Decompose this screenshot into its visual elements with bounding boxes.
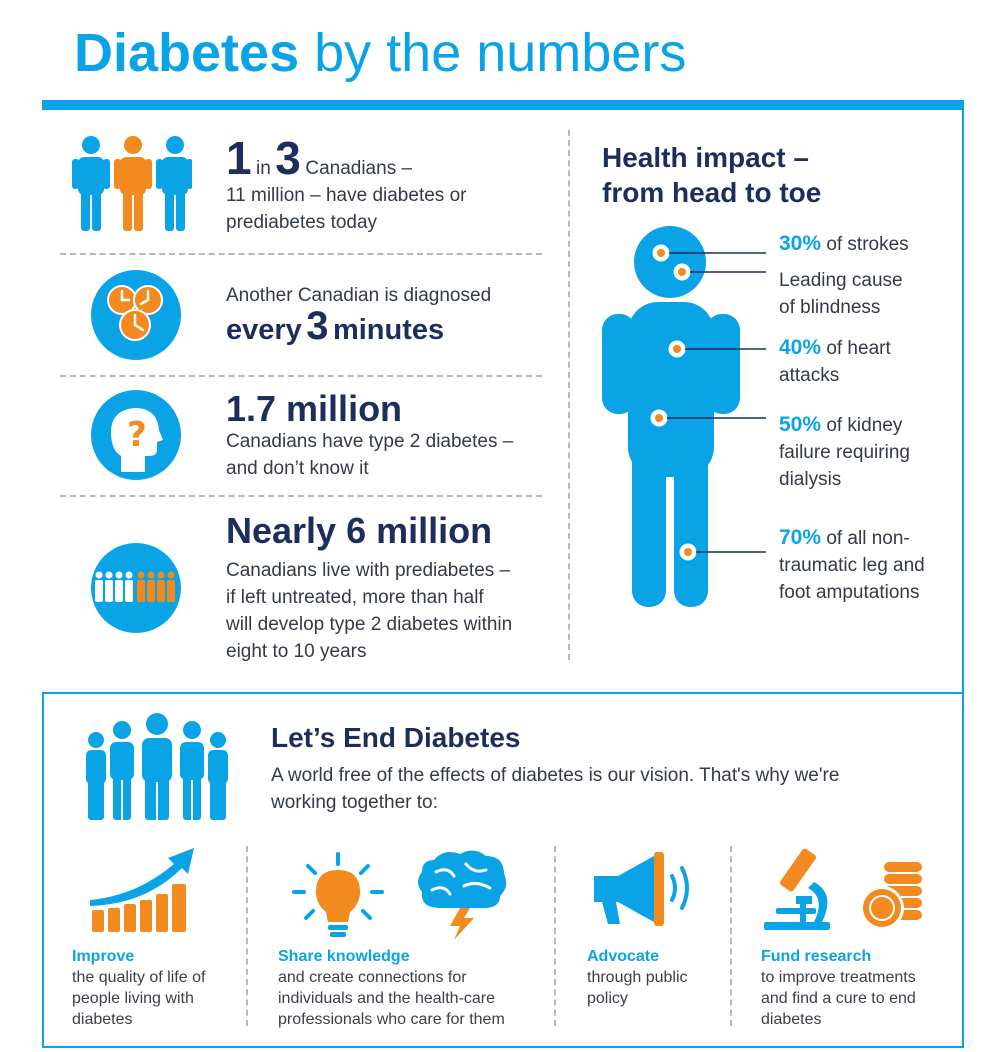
impact-text: attacks (779, 365, 840, 386)
end-intro-line: working together to: (271, 792, 438, 813)
stat-2-minutes: minutes (332, 314, 445, 346)
title-light: by the numbers (314, 23, 687, 83)
action-text: policy (587, 990, 628, 1007)
end-diabetes-panel (42, 692, 964, 1048)
column-divider (246, 846, 248, 1026)
action-text: to improve treatments (761, 969, 916, 986)
megaphone-icon (594, 852, 689, 926)
action-heading: Fund research (761, 948, 872, 965)
action-text: diabetes (761, 1011, 822, 1028)
divider (60, 375, 542, 377)
coins-icon (860, 862, 922, 930)
impact-pct: 40% (779, 336, 822, 359)
impact-strokes: 30% of strokes (779, 230, 909, 258)
impact-text: traumatic leg and (779, 555, 925, 576)
stat-1-num2: 3 (275, 132, 301, 184)
stat-3-headline: 1.7 million (226, 388, 403, 429)
impact-text: of all non- (826, 528, 910, 549)
microscope-icon (764, 848, 830, 930)
divider (60, 495, 542, 497)
health-title-line: from head to toe (602, 177, 822, 208)
stat-1-in: in (256, 158, 271, 179)
stat-4-headline: Nearly 6 million (226, 510, 493, 551)
frame-right-edge (962, 108, 964, 694)
action-text: and create connections for (278, 969, 467, 986)
crowd-icon (91, 543, 181, 633)
stat-2-every: every (226, 314, 302, 346)
body-figure-icon (602, 226, 766, 607)
impact-heart: 40% of heart attacks (779, 334, 891, 389)
stat-1-text: 11 million – have diabetes or prediabete… (226, 182, 466, 236)
column-divider (554, 846, 556, 1026)
impact-amputations: 70% of all non- traumatic leg and foot a… (779, 524, 925, 606)
title-bold: Diabetes (74, 23, 300, 83)
stat-2-headline: every 3 minutes (226, 304, 444, 349)
stat-4-line: will develop type 2 diabetes within (226, 614, 513, 635)
impact-text: dialysis (779, 469, 842, 490)
action-text: professionals who care for them (278, 1011, 505, 1028)
stat-4-line: if left untreated, more than half (226, 587, 484, 608)
clocks-icon (91, 270, 181, 360)
impact-pct: 70% (779, 526, 822, 549)
impact-text: of strokes (826, 234, 909, 255)
action-fund-research: Fund research to improve treatments and … (761, 946, 916, 1030)
action-advocate: Advocate through public policy (587, 946, 688, 1009)
end-intro-line: A world free of the effects of diabetes … (271, 765, 840, 786)
impact-blindness: Leading cause of blindness (779, 267, 903, 321)
action-improve: Improve the quality of life of people li… (72, 946, 205, 1030)
impact-pct: 50% (779, 413, 822, 436)
action-text: individuals and the health-care (278, 990, 496, 1007)
growth-chart-icon (90, 848, 194, 932)
question-head-icon: ? (91, 390, 181, 480)
impact-text: foot amputations (779, 582, 920, 603)
group-people-icon (86, 713, 228, 820)
health-title: Health impact – from head to toe (602, 140, 821, 210)
stat-2-num: 3 (306, 304, 329, 348)
impact-kidney: 50% of kidney failure requiring dialysis (779, 411, 910, 493)
top-bar (42, 100, 964, 110)
impact-text: of kidney (826, 415, 903, 436)
action-heading: Share knowledge (278, 948, 410, 965)
stat-1-rest1: Canadians – (305, 158, 413, 179)
stat-4-line: eight to 10 years (226, 641, 367, 662)
impact-pct: 30% (779, 232, 822, 255)
end-title: Let’s End Diabetes (271, 722, 521, 753)
action-text: the quality of life of (72, 969, 206, 986)
three-people-icon (72, 136, 192, 231)
lightbulb-icon (292, 852, 384, 937)
health-title-line: Health impact – (602, 142, 809, 173)
stat-4-text: Canadians live with prediabetes – if lef… (226, 557, 512, 665)
divider (60, 253, 542, 255)
end-intro: A world free of the effects of diabetes … (271, 762, 839, 816)
column-divider (730, 846, 732, 1026)
column-divider (568, 130, 570, 660)
impact-text: Leading cause (779, 270, 903, 291)
action-text: and find a cure to end (761, 990, 916, 1007)
stat-3-line: Canadians have type 2 diabetes – (226, 431, 514, 452)
impact-text: of blindness (779, 297, 881, 318)
action-text: diabetes (72, 1011, 133, 1028)
impact-text: failure requiring (779, 442, 910, 463)
action-text: through public (587, 969, 688, 986)
svg-text:?: ? (127, 415, 147, 455)
stat-3-text: Canadians have type 2 diabetes – and don… (226, 428, 513, 482)
action-heading: Advocate (587, 948, 660, 965)
brain-icon (418, 850, 507, 940)
impact-text: of heart (826, 338, 891, 359)
action-share-knowledge: Share knowledge and create connections f… (278, 946, 505, 1030)
stat-1: 1 in 3 Canadians – (226, 134, 412, 182)
action-heading: Improve (72, 948, 135, 965)
stat-2-line1: Another Canadian is diagnosed (226, 285, 492, 306)
stat-1-line: prediabetes today (226, 212, 378, 233)
stat-1-num1: 1 (226, 132, 252, 184)
stat-3-line: and don’t know it (226, 458, 369, 479)
action-text: people living with (72, 990, 194, 1007)
stat-4-line: Canadians live with prediabetes – (226, 560, 511, 581)
stat-1-line: 11 million – have diabetes or (226, 185, 467, 206)
page-title: Diabetes by the numbers (74, 22, 686, 84)
